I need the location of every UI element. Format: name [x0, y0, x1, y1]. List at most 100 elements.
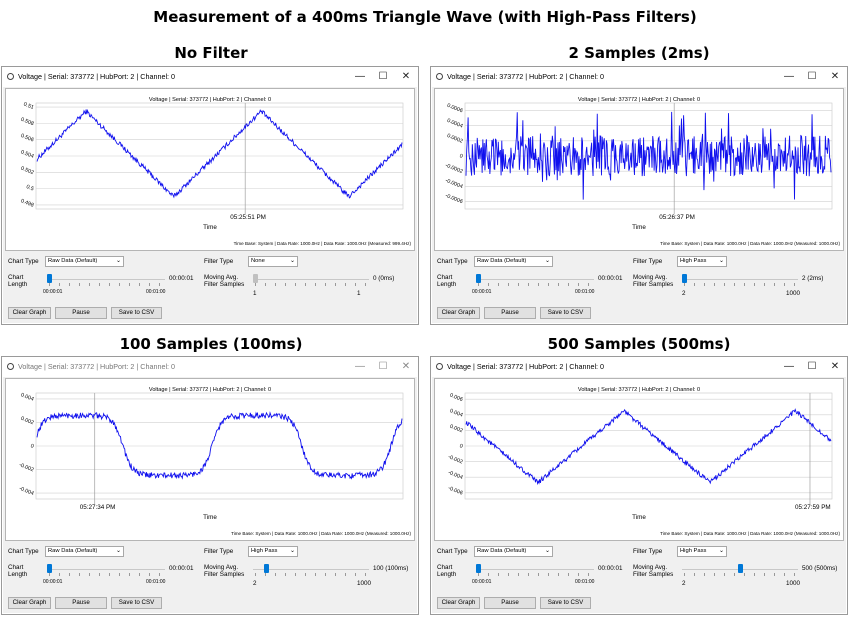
- chart-header: Voltage | Serial: 373772 | HubPort: 2 | …: [148, 97, 272, 103]
- y-tick-label: -0.002: [18, 462, 34, 473]
- save-csv-button[interactable]: Save to CSV: [540, 597, 591, 609]
- maximize-icon[interactable]: ☐: [378, 361, 388, 372]
- y-tick-label: -0.006: [447, 485, 463, 496]
- close-icon[interactable]: ✕: [401, 71, 411, 82]
- chart-length-max: 00:01:00: [146, 289, 166, 295]
- chart-length-max: 00:01:00: [575, 289, 595, 295]
- save-csv-button[interactable]: Save to CSV: [111, 597, 162, 609]
- filter-type-value: None: [251, 258, 265, 264]
- line-chart: 0.51 0.508 0.506 0.504 0.502 0.5 0.498: [20, 101, 404, 214]
- chart-area: Voltage | Serial: 373772 | HubPort: 2 | …: [434, 378, 844, 541]
- x-time-label: 05:27:59 PM: [794, 504, 831, 511]
- clear-graph-button[interactable]: Clear Graph: [8, 307, 51, 319]
- pause-button[interactable]: Pause: [484, 597, 536, 609]
- chart-type-select[interactable]: Raw Data (Default) ⌄: [45, 546, 124, 557]
- chart-length-ticks: [478, 573, 594, 576]
- save-csv-button[interactable]: Save to CSV: [111, 307, 162, 319]
- panel-heading: 500 Samples (500ms): [547, 335, 731, 353]
- moving-avg-max: 1000: [786, 580, 801, 587]
- window-title: Voltage | Serial: 373772 | HubPort: 2 | …: [18, 362, 176, 371]
- chart-area: Voltage | Serial: 373772 | HubPort: 2 | …: [434, 88, 844, 251]
- chart-type-select[interactable]: Raw Data (Default) ⌄: [474, 256, 553, 267]
- clear-graph-button[interactable]: Clear Graph: [437, 307, 480, 319]
- filter-type-value: High Pass: [680, 548, 707, 554]
- chart-length-min: 00:00:01: [472, 289, 492, 295]
- close-icon[interactable]: ✕: [830, 361, 840, 372]
- window-title: Voltage | Serial: 373772 | HubPort: 2 | …: [18, 72, 176, 81]
- filter-type-value: High Pass: [251, 548, 278, 554]
- filter-type-select[interactable]: High Pass ⌄: [677, 256, 727, 267]
- moving-avg-min: 2: [682, 290, 686, 297]
- chart-type-value: Raw Data (Default): [477, 548, 527, 554]
- maximize-icon[interactable]: ☐: [378, 71, 388, 82]
- close-icon[interactable]: ✕: [830, 71, 840, 82]
- moving-avg-track: [253, 569, 369, 570]
- minimize-icon[interactable]: —: [355, 71, 365, 82]
- chart-type-select[interactable]: Raw Data (Default) ⌄: [45, 256, 124, 267]
- maximize-icon[interactable]: ☐: [807, 361, 817, 372]
- save-csv-button[interactable]: Save to CSV: [540, 307, 591, 319]
- y-tick-label: -0.0006: [444, 193, 463, 205]
- chart-length-label: Chart Length: [8, 274, 28, 288]
- chart-length-slider[interactable]: [476, 274, 481, 283]
- y-tick-label: 0.006: [449, 392, 464, 403]
- window-titlebar[interactable]: Voltage | Serial: 373772 | HubPort: 2 | …: [431, 357, 847, 377]
- chevron-down-icon: ⌄: [115, 548, 121, 554]
- y-tick-label: -0.004: [447, 470, 463, 481]
- chart-length-slider[interactable]: [47, 274, 52, 283]
- moving-avg-slider[interactable]: [682, 274, 687, 283]
- chart-header: Voltage | Serial: 373772 | HubPort: 2 | …: [148, 387, 272, 393]
- minimize-icon[interactable]: —: [355, 361, 365, 372]
- page-title: Measurement of a 400ms Triangle Wave (wi…: [153, 8, 697, 26]
- y-tick-label: 0.0002: [446, 133, 464, 145]
- x-axis-label: Time: [203, 224, 217, 231]
- moving-avg-slider[interactable]: [737, 564, 743, 573]
- chart-header: Voltage | Serial: 373772 | HubPort: 2 | …: [577, 387, 701, 393]
- filter-type-select[interactable]: High Pass ⌄: [677, 546, 727, 557]
- filter-type-select[interactable]: High Pass ⌄: [248, 546, 298, 557]
- moving-avg-min: 2: [253, 580, 257, 587]
- window-titlebar[interactable]: Voltage | Serial: 373772 | HubPort: 2 | …: [2, 67, 418, 87]
- y-tick-label: 0.504: [20, 149, 35, 160]
- minimize-icon[interactable]: —: [784, 361, 794, 372]
- moving-avg-slider[interactable]: [263, 564, 269, 573]
- chart-type-value: Raw Data (Default): [48, 548, 98, 554]
- window-titlebar[interactable]: Voltage | Serial: 373772 | HubPort: 2 | …: [2, 357, 418, 377]
- chart-length-slider[interactable]: [47, 564, 52, 573]
- y-tick-label: -0.0002: [444, 163, 463, 175]
- pause-button[interactable]: Pause: [484, 307, 536, 319]
- chart-length-track: [47, 569, 165, 570]
- line-chart: 0.006 0.004 0.002 0 -0.002 -0.004 -0.006: [447, 392, 833, 504]
- pause-button[interactable]: Pause: [55, 307, 107, 319]
- chart-length-value: 00:00:01: [598, 565, 623, 572]
- y-tick-label: -0.004: [18, 486, 34, 497]
- minimize-icon[interactable]: —: [784, 71, 794, 82]
- chart-window: Voltage | Serial: 373772 | HubPort: 2 | …: [430, 356, 848, 615]
- moving-avg-slider[interactable]: [253, 274, 258, 283]
- chart-length-max: 00:01:00: [146, 579, 166, 585]
- clear-graph-button[interactable]: Clear Graph: [437, 597, 480, 609]
- filter-type-label: Filter Type: [204, 548, 234, 555]
- maximize-icon[interactable]: ☐: [807, 71, 817, 82]
- moving-avg-ticks: [684, 573, 798, 576]
- chart-type-value: Raw Data (Default): [477, 258, 527, 264]
- chart-length-slider[interactable]: [476, 564, 481, 573]
- data-rate-info: Time Base: System | Data Rate: 1000.0Hz …: [660, 531, 840, 536]
- window-titlebar[interactable]: Voltage | Serial: 373772 | HubPort: 2 | …: [431, 67, 847, 87]
- chart-length-value: 00:00:01: [598, 275, 623, 282]
- moving-avg-value: 500 (500ms): [802, 565, 838, 572]
- clear-graph-button[interactable]: Clear Graph: [8, 597, 51, 609]
- chevron-down-icon: ⌄: [718, 258, 724, 264]
- chart-length-min: 00:00:01: [43, 289, 63, 295]
- close-icon[interactable]: ✕: [401, 361, 411, 372]
- y-tick-label: 0.498: [20, 198, 35, 209]
- moving-avg-max: 1000: [786, 290, 801, 297]
- window-client: Voltage | Serial: 373772 | HubPort: 2 | …: [3, 377, 417, 613]
- pause-button[interactable]: Pause: [55, 597, 107, 609]
- chart-type-select[interactable]: Raw Data (Default) ⌄: [474, 546, 553, 557]
- window-client: Voltage | Serial: 373772 | HubPort: 2 | …: [3, 87, 417, 323]
- chevron-down-icon: ⌄: [544, 548, 550, 554]
- y-tick-label: 0.004: [20, 392, 35, 403]
- filter-type-label: Filter Type: [633, 548, 663, 555]
- filter-type-select[interactable]: None ⌄: [248, 256, 298, 267]
